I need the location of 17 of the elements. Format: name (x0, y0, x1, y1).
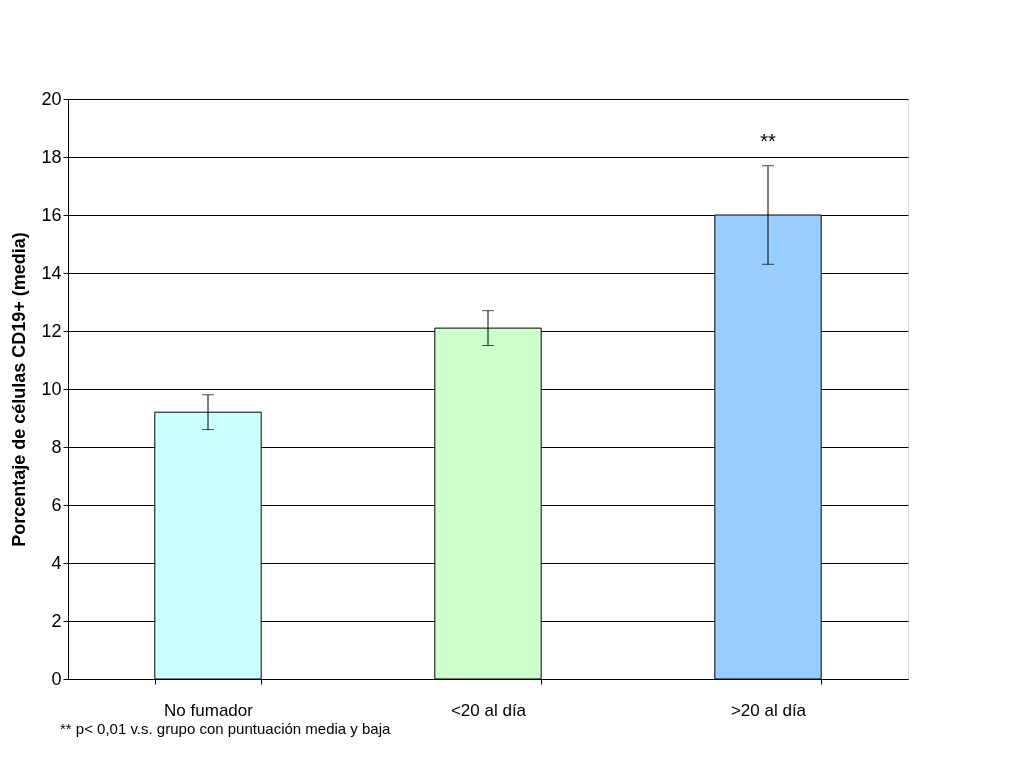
x-tick-label: >20 al día (730, 700, 807, 720)
y-tick-label: 8 (51, 436, 62, 457)
y-tick-label: 2 (51, 610, 62, 631)
y-tick-label: 20 (41, 88, 62, 109)
y-axis-title: Porcentaje de células CD19+ (media) (9, 232, 30, 547)
x-tick-label: No fumador (164, 700, 254, 720)
y-tick-label: 16 (41, 204, 62, 225)
y-tick-label: 0 (51, 668, 62, 689)
x-tick-label: <20 al día (450, 700, 527, 720)
y-tick-label: 18 (41, 146, 62, 167)
y-tick-label: 12 (41, 320, 62, 341)
y-tick-label: 6 (51, 494, 62, 515)
y-tick-label: 14 (41, 262, 62, 283)
annotation: ** (760, 129, 776, 152)
y-tick-label: 4 (51, 552, 62, 573)
text: ** p< 0,01 v.s. grupo con puntuación media y baja (60, 720, 392, 737)
y-tick-label: 10 (41, 378, 62, 399)
